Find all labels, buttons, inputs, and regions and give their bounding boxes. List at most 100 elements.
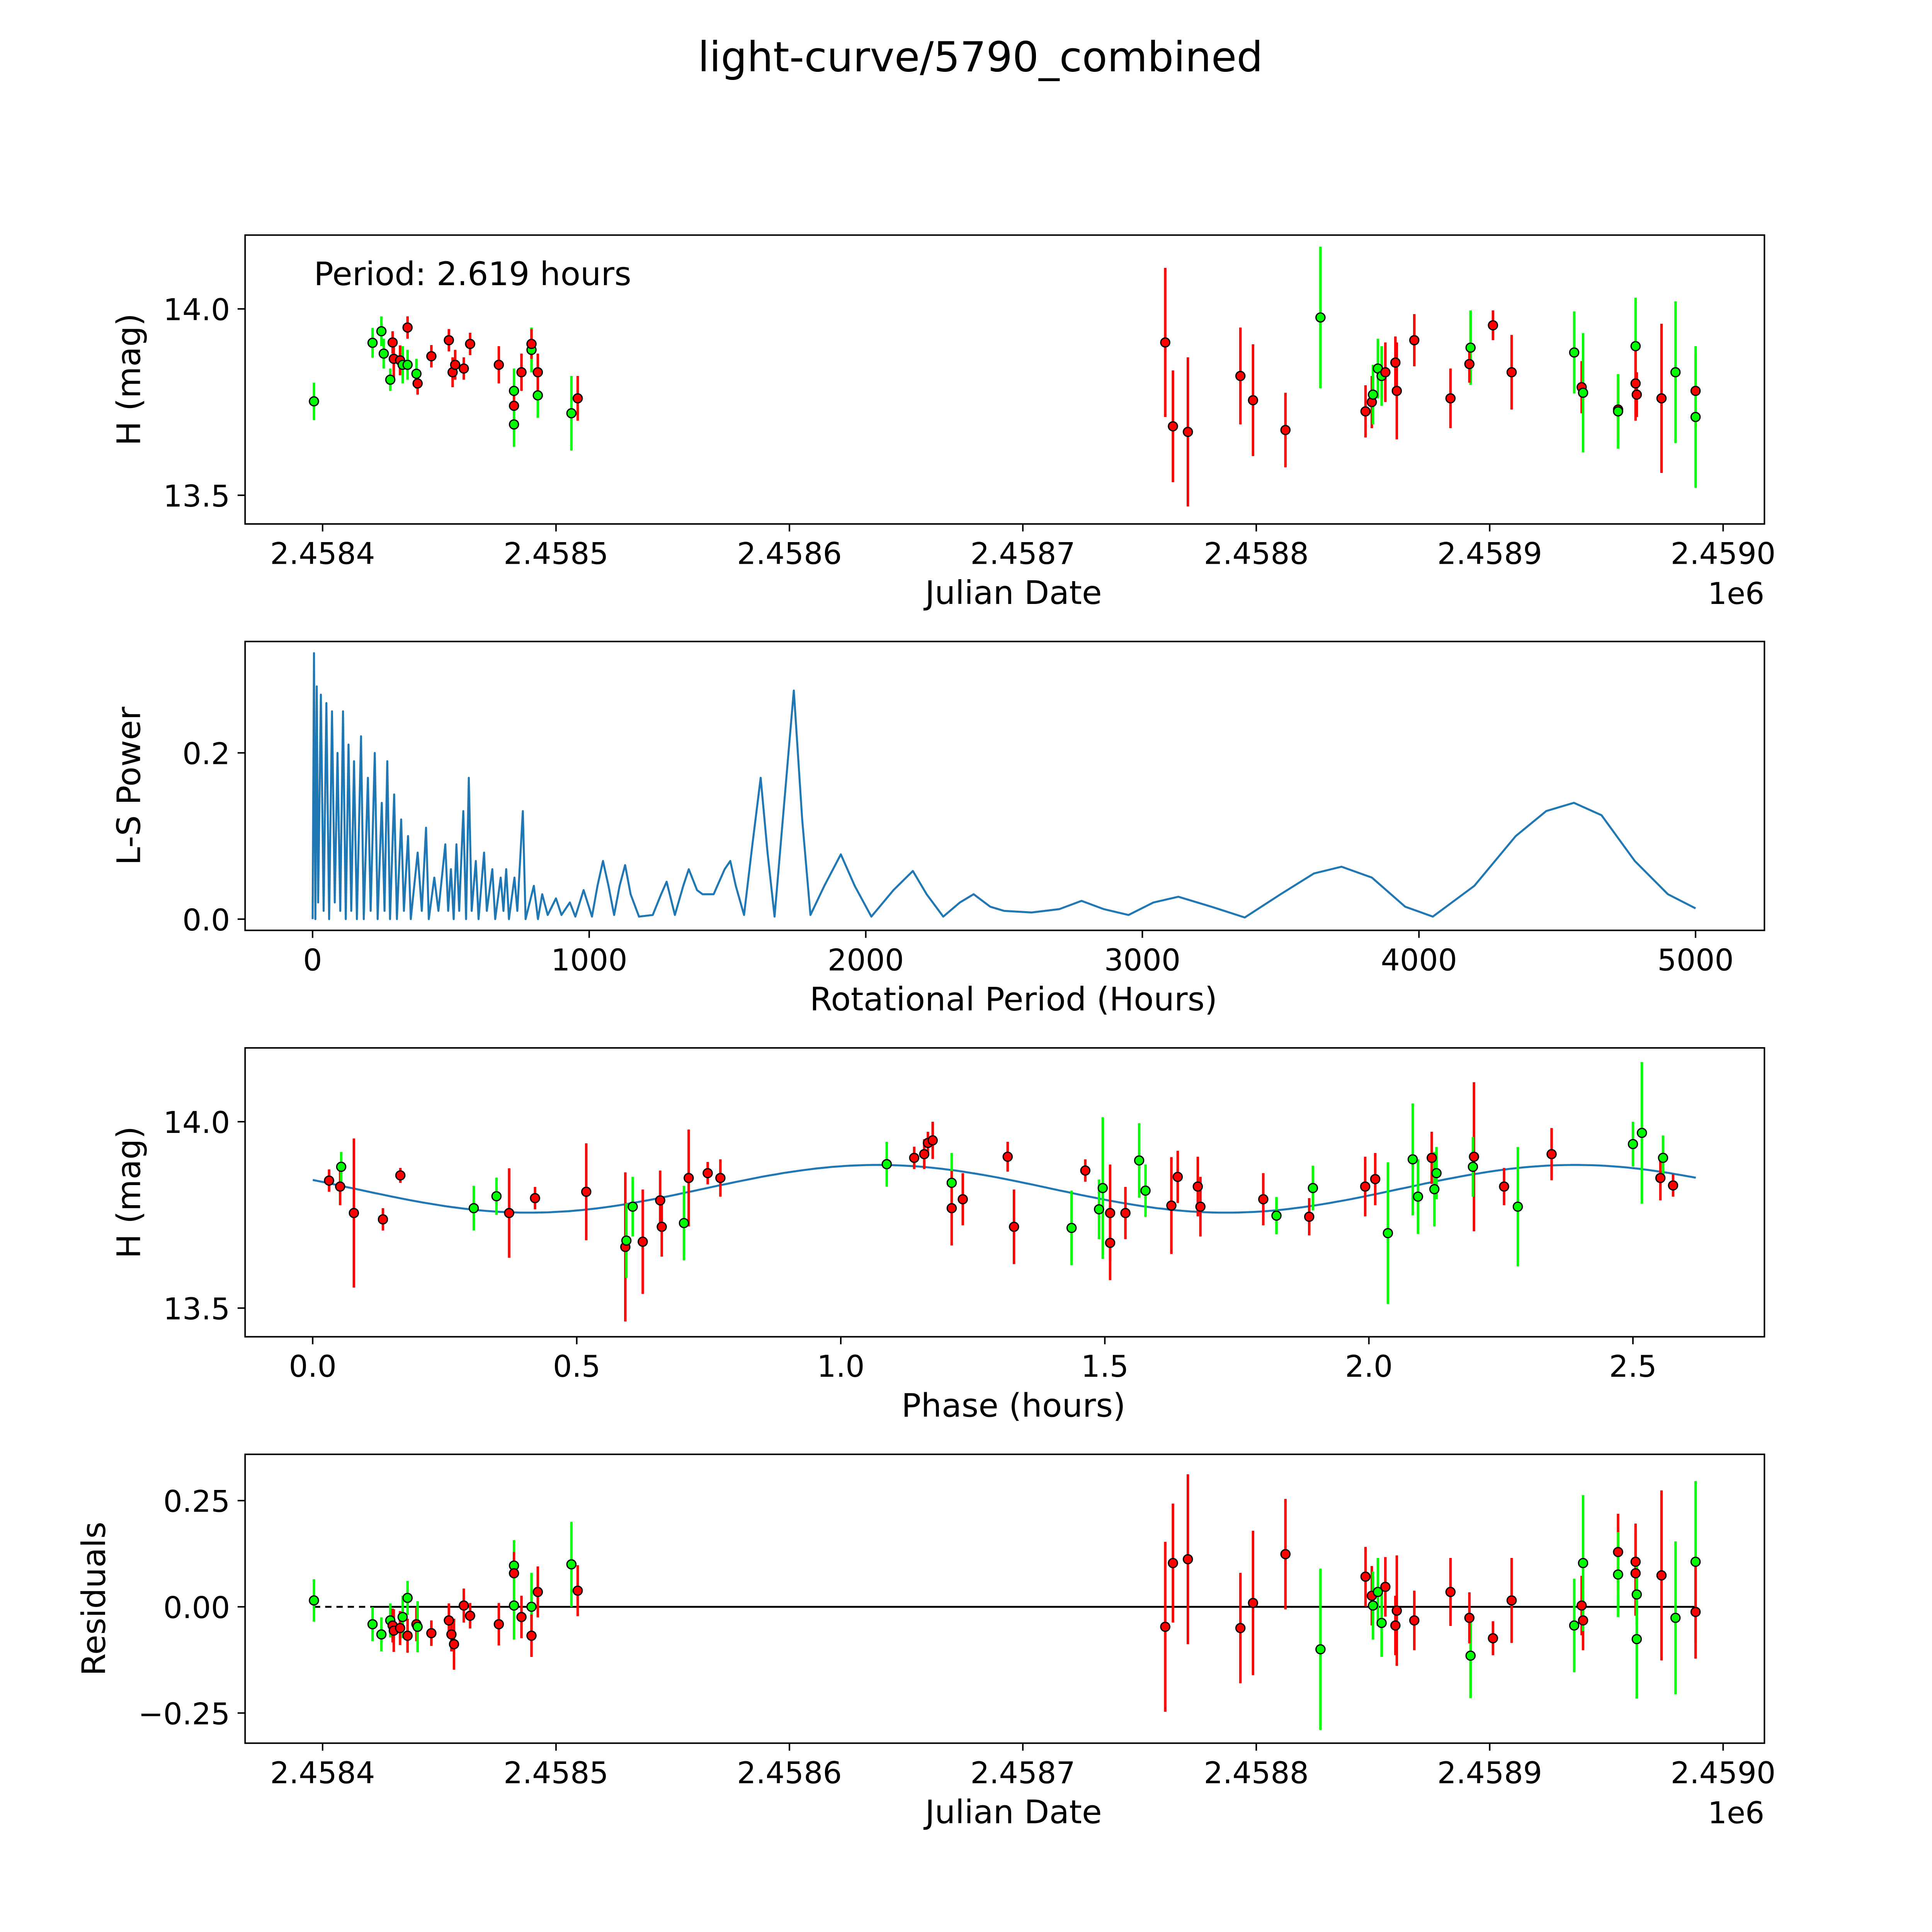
data-point xyxy=(468,1203,479,1214)
data-point xyxy=(1409,335,1420,345)
data-point xyxy=(1578,388,1588,398)
data-point xyxy=(1546,1149,1557,1160)
data-point xyxy=(324,1175,334,1186)
data-point xyxy=(1445,1587,1456,1597)
x-tick-label: 2.4585 xyxy=(503,537,609,571)
data-point xyxy=(450,359,461,370)
data-point xyxy=(1390,357,1401,368)
data-point xyxy=(376,326,387,337)
data-point xyxy=(1630,1556,1641,1567)
data-point xyxy=(367,337,378,348)
data-point xyxy=(493,359,504,370)
data-point xyxy=(1280,425,1291,435)
x-tick-label: 2.5 xyxy=(1609,1349,1657,1384)
data-point xyxy=(1168,1558,1178,1568)
data-point xyxy=(1166,1200,1177,1211)
data-point xyxy=(378,1214,388,1225)
data-point xyxy=(1308,1183,1318,1193)
data-point xyxy=(385,374,396,385)
data-point xyxy=(532,367,543,378)
data-point xyxy=(581,1187,592,1197)
data-point xyxy=(1630,378,1641,389)
data-point xyxy=(1105,1238,1116,1248)
data-point xyxy=(1655,1173,1666,1183)
x-axis-label: Rotational Period (Hours) xyxy=(810,980,1218,1018)
data-point xyxy=(444,1615,454,1626)
data-point xyxy=(509,419,519,430)
data-point xyxy=(1578,1558,1588,1568)
x-tick-label: 0.0 xyxy=(289,1349,337,1384)
x-tick-label: 0.5 xyxy=(553,1349,601,1384)
x-offset-label: 1e6 xyxy=(1708,1796,1765,1830)
x-tick-label: 2.4588 xyxy=(1204,1756,1309,1791)
x-tick-label: 4000 xyxy=(1381,943,1457,978)
data-point xyxy=(1445,393,1456,404)
data-point xyxy=(1690,386,1701,396)
data-point xyxy=(402,359,413,370)
data-point xyxy=(572,393,583,404)
data-point xyxy=(957,1194,968,1204)
axes-frame xyxy=(244,1047,1765,1338)
data-point xyxy=(1391,386,1402,396)
axes-frame xyxy=(244,1453,1765,1744)
data-point xyxy=(1413,1191,1423,1202)
y-axis-label: H (mag) xyxy=(110,1126,148,1259)
data-point xyxy=(493,1619,504,1629)
data-point xyxy=(1630,341,1641,352)
data-point xyxy=(1195,1201,1206,1212)
data-point xyxy=(1370,1174,1381,1184)
data-point xyxy=(1182,427,1193,437)
data-point xyxy=(1569,1620,1580,1631)
x-tick-label: 1.0 xyxy=(817,1349,865,1384)
data-point xyxy=(309,396,319,406)
data-point xyxy=(335,1181,345,1192)
data-point xyxy=(1658,1153,1668,1163)
data-point xyxy=(621,1235,632,1246)
data-point xyxy=(1105,1208,1116,1218)
data-point xyxy=(628,1201,638,1212)
data-point xyxy=(1577,1600,1587,1611)
y-tick-label: 0.0 xyxy=(182,903,230,938)
data-point xyxy=(411,368,422,379)
plot-area xyxy=(309,1474,1701,1730)
y-tick-label: −0.25 xyxy=(138,1697,230,1731)
data-point xyxy=(1670,367,1681,378)
x-tick-label: 2.4587 xyxy=(970,537,1075,571)
data-point xyxy=(655,1195,665,1206)
data-point xyxy=(656,1221,667,1232)
data-point xyxy=(1613,406,1623,417)
data-point xyxy=(1578,1615,1588,1626)
panel-lightcurve: 2.4584 2.4585 2.4586 2.4587 2.4588 2.4589 2.45… xyxy=(110,234,1776,612)
data-point xyxy=(1690,1556,1701,1567)
data-point xyxy=(526,1630,537,1641)
data-point xyxy=(459,1600,469,1611)
data-point xyxy=(1094,1204,1104,1214)
data-point xyxy=(1380,1582,1391,1592)
data-point xyxy=(1636,1128,1647,1138)
figure-title: light-curve/5790_combined xyxy=(698,33,1263,81)
data-point xyxy=(1427,1153,1437,1163)
data-point xyxy=(1628,1139,1638,1150)
panel-residuals: 2.4584 2.4585 2.4586 2.4587 2.4588 2.4589 2.45… xyxy=(75,1453,1776,1831)
data-point xyxy=(638,1236,648,1247)
data-point xyxy=(1613,1569,1623,1580)
data-point xyxy=(1465,342,1476,353)
x-tick-label: 0 xyxy=(303,943,322,978)
data-point xyxy=(1002,1151,1013,1162)
data-point xyxy=(532,390,543,401)
data-point xyxy=(1464,359,1475,369)
data-point xyxy=(1168,421,1178,432)
data-point xyxy=(1488,1633,1498,1644)
data-point xyxy=(1376,1617,1387,1628)
data-point xyxy=(509,1600,519,1611)
x-tick-label: 1.5 xyxy=(1081,1349,1129,1384)
data-point xyxy=(446,1629,457,1640)
x-axis-label: Julian Date xyxy=(923,574,1102,612)
data-point xyxy=(309,1595,319,1606)
data-point xyxy=(684,1173,694,1183)
data-point xyxy=(426,1628,437,1638)
data-point xyxy=(532,1587,543,1597)
x-tick-label: 2.4590 xyxy=(1671,1756,1776,1791)
data-point xyxy=(402,1630,413,1641)
data-point xyxy=(946,1203,957,1214)
